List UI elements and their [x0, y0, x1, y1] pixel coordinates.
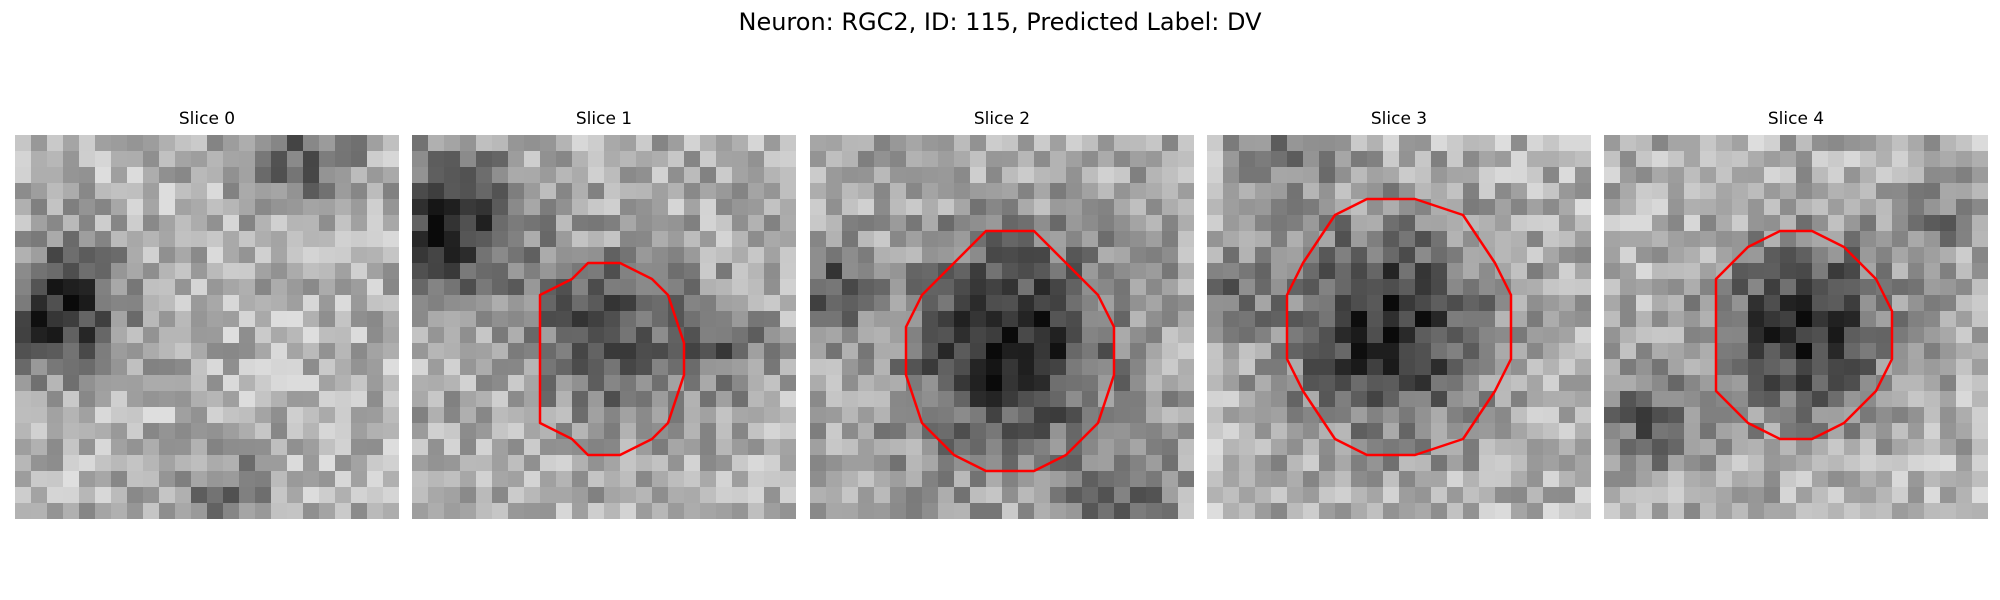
- slice-title-0: Slice 0: [178, 109, 236, 129]
- slice-title-1: Slice 1: [575, 109, 633, 129]
- slice-title-2: Slice 2: [973, 109, 1031, 129]
- slice-image-1: [412, 135, 796, 519]
- slice-title-3: Slice 3: [1370, 109, 1428, 129]
- segmentation-contour: [904, 229, 1116, 473]
- slice-image-4: [1604, 135, 1988, 519]
- segmentation-contour: [1714, 229, 1894, 441]
- slice-image-3: [1207, 135, 1591, 519]
- segmentation-contour: [1285, 197, 1513, 457]
- segmentation-contour: [538, 261, 686, 457]
- slice-image-0: [15, 135, 399, 519]
- slice-image-2: [810, 135, 1194, 519]
- figure-title: Neuron: RGC2, ID: 115, Predicted Label: …: [738, 8, 1262, 36]
- slice-title-4: Slice 4: [1767, 109, 1825, 129]
